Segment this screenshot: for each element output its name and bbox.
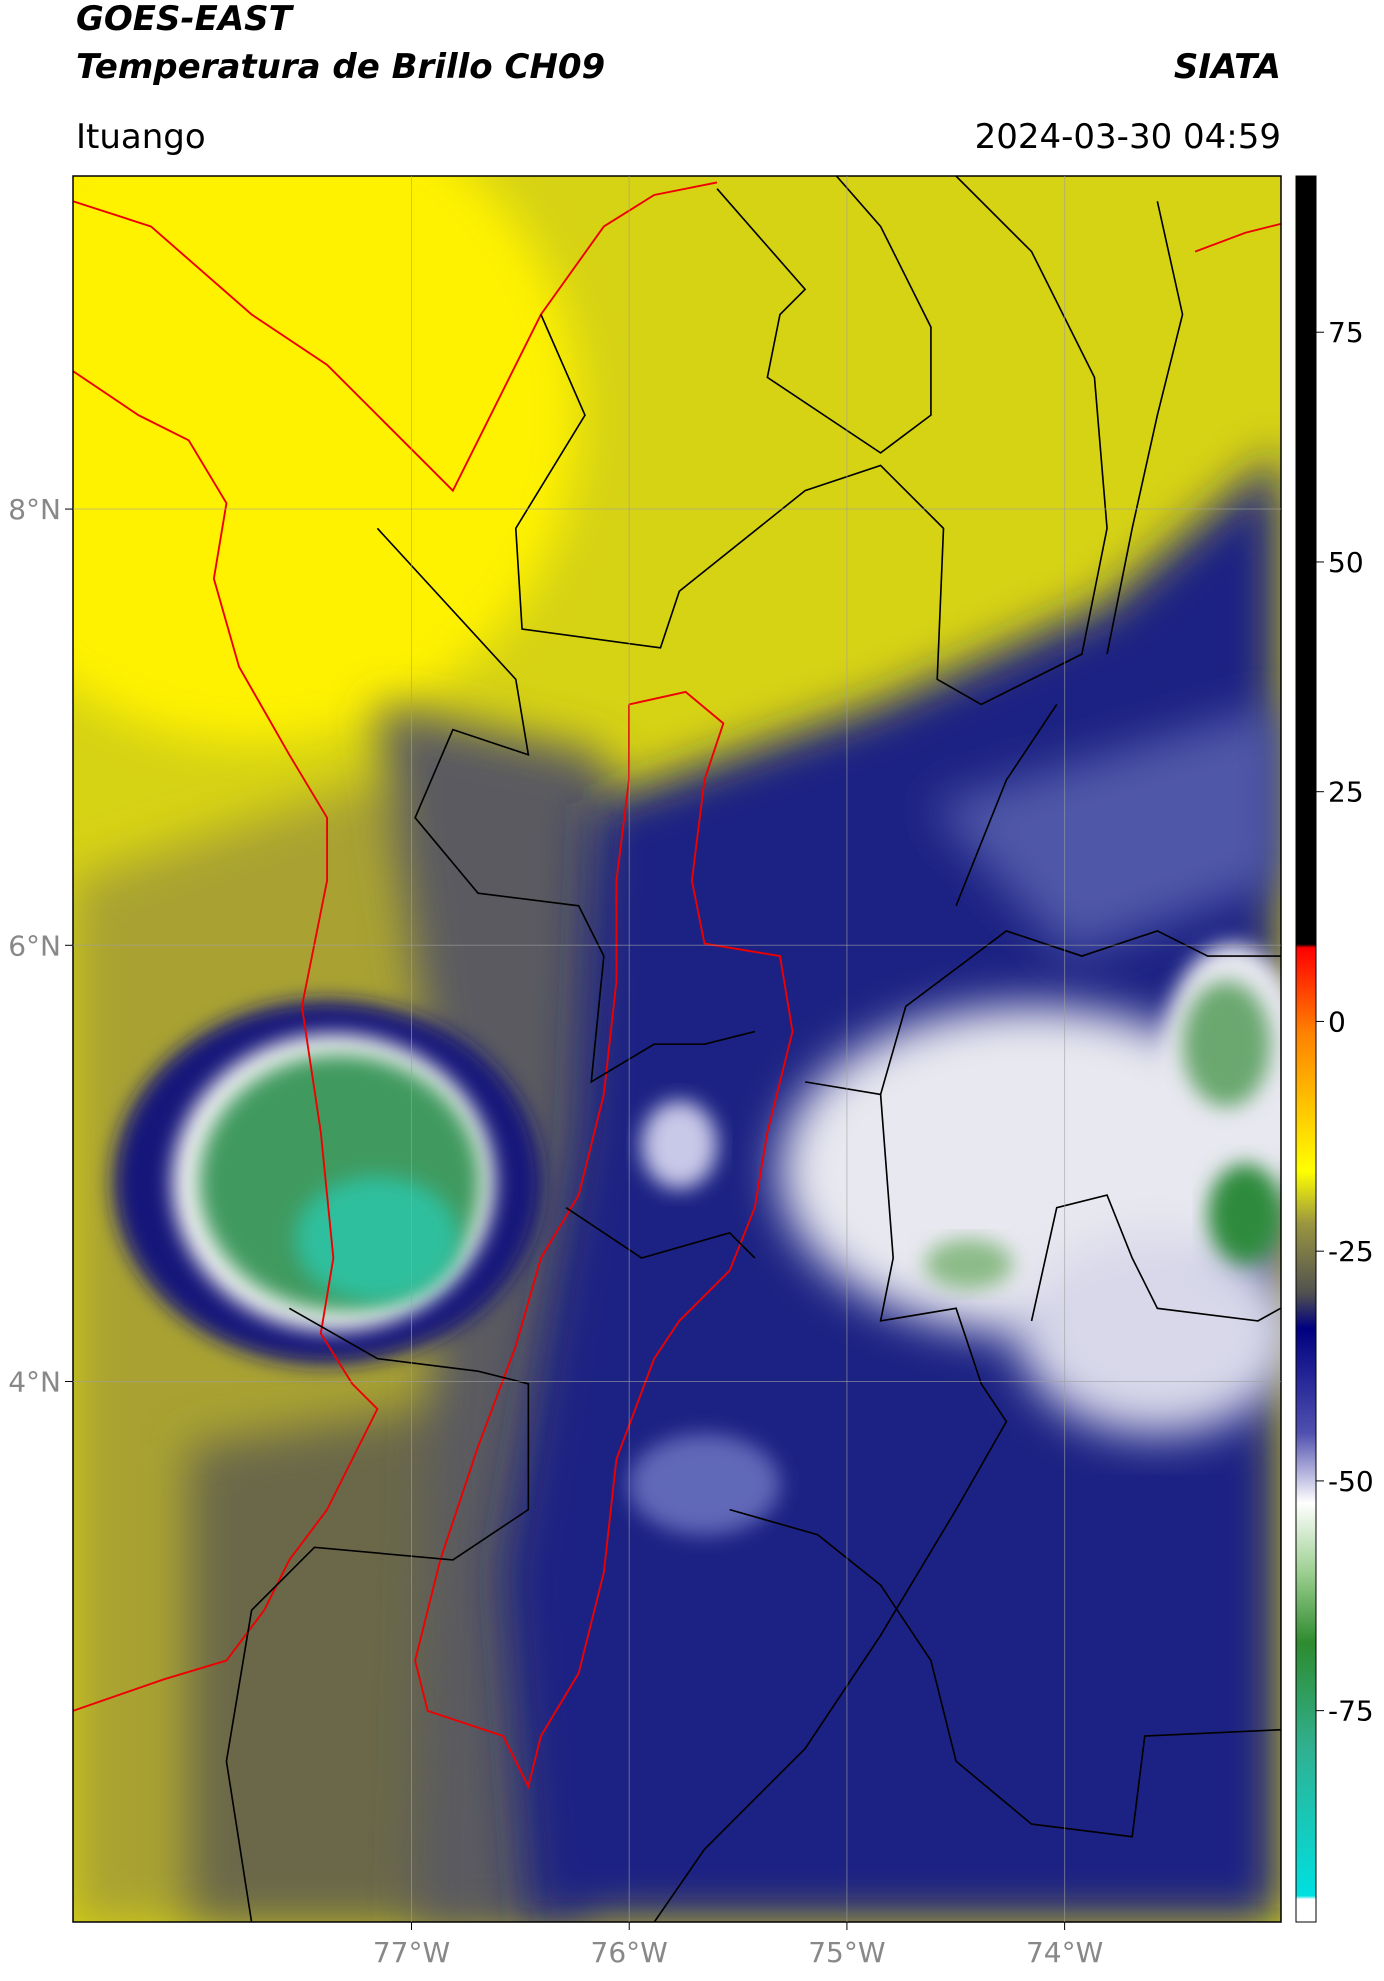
colorbar-label: 25 <box>1328 776 1364 809</box>
colorbar-label: -50 <box>1328 1465 1374 1498</box>
x-tick-label: 74°W <box>1026 1936 1103 1969</box>
y-tick-label: 6°N <box>8 929 61 962</box>
colorbar-label: 0 <box>1328 1005 1346 1038</box>
timestamp: 2024-03-30 04:59 <box>975 117 1281 157</box>
y-tick-label: 8°N <box>8 493 61 526</box>
subtitle: Temperatura de Brillo CH09 <box>76 47 605 87</box>
x-tick-label: 76°W <box>591 1936 668 1969</box>
colorbar-label: 75 <box>1328 316 1364 349</box>
source: SIATA <box>1174 47 1281 87</box>
map-frame <box>72 175 1282 1923</box>
x-tick-label: 77°W <box>373 1936 450 1969</box>
colorbar-label: -75 <box>1328 1695 1374 1728</box>
title: GOES-EAST <box>76 0 295 39</box>
colorbar-label: -25 <box>1328 1235 1374 1268</box>
satellite-image <box>73 176 1281 1922</box>
location: Ituango <box>76 117 206 157</box>
y-tick-label: 4°N <box>8 1366 61 1399</box>
x-tick-label: 75°W <box>808 1936 885 1969</box>
colorbar-label: 50 <box>1328 546 1364 579</box>
colorbar <box>1295 175 1317 1923</box>
